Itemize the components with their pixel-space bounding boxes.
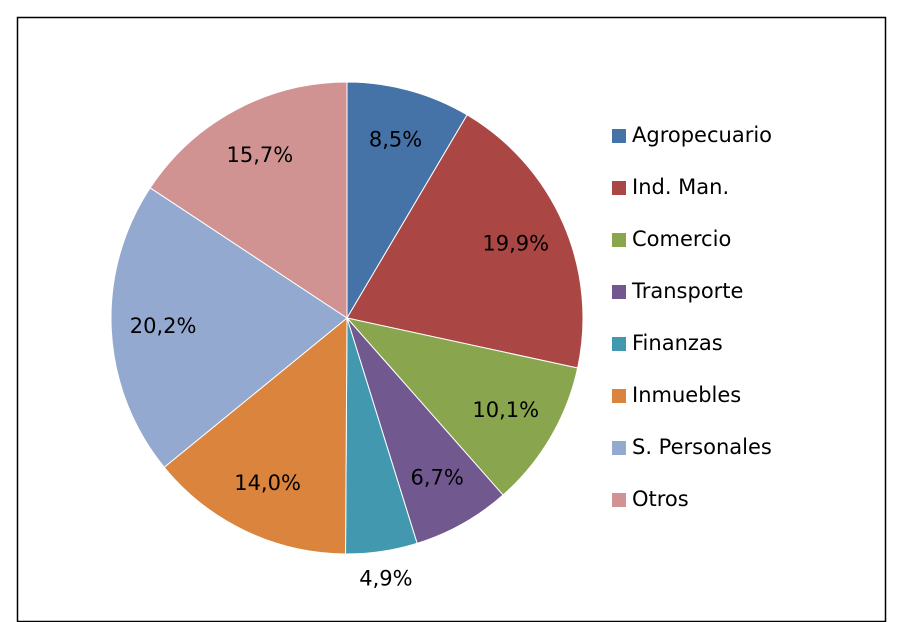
legend-label: Ind. Man.	[632, 175, 729, 199]
legend-swatch	[612, 389, 626, 403]
pie-slice	[345, 317, 579, 496]
pie-slice	[163, 316, 348, 555]
data-label: 19,9%	[482, 231, 549, 255]
data-label: 4,9%	[359, 566, 412, 590]
legend-label: S. Personales	[632, 435, 772, 459]
pie-slice	[149, 81, 348, 319]
legend-label: Inmuebles	[632, 383, 741, 407]
pie-slice	[110, 187, 348, 468]
legend-swatch	[612, 337, 626, 351]
legend-swatch	[612, 493, 626, 507]
legend-swatch	[612, 129, 626, 143]
data-label: 14,0%	[234, 471, 301, 495]
legend-label: Otros	[632, 487, 689, 511]
legend-label: Agropecuario	[632, 123, 772, 147]
legend-swatch	[612, 233, 626, 247]
legend-swatch	[612, 285, 626, 299]
legend-swatch	[612, 181, 626, 195]
legend-swatch	[612, 441, 626, 455]
pie-slice	[346, 81, 468, 320]
data-label: 8,5%	[369, 127, 422, 151]
pie-slice	[346, 114, 584, 369]
data-label: 6,7%	[411, 465, 464, 489]
legend-label: Comercio	[632, 227, 731, 251]
data-label: 20,2%	[130, 314, 197, 338]
data-label: 10,1%	[472, 398, 539, 422]
legend-label: Finanzas	[632, 331, 723, 355]
data-label: 15,7%	[226, 143, 293, 167]
legend-label: Transporte	[631, 279, 743, 303]
